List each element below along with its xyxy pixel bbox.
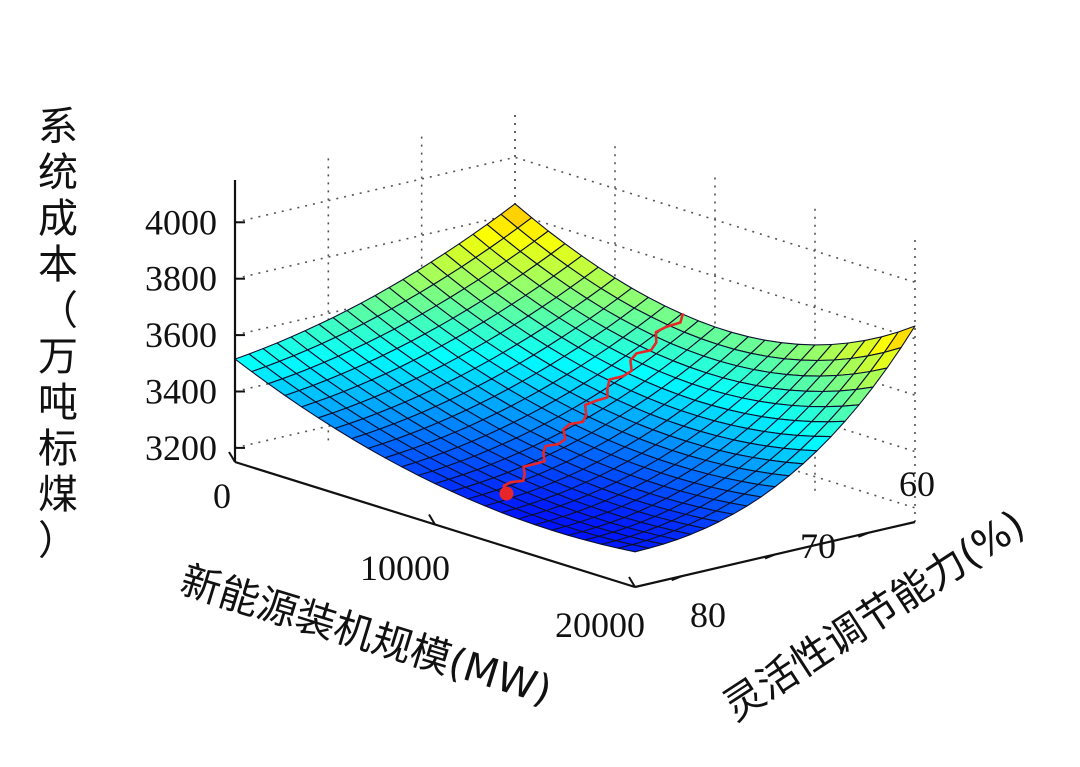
x-tick-mark (228, 451, 236, 463)
x-tick-mark (628, 576, 636, 588)
z-tick-label: 3600 (145, 315, 217, 355)
y-tick-label: 70 (800, 526, 836, 566)
x-tick-label: 10000 (360, 548, 450, 588)
y-tick-label: 60 (899, 464, 935, 504)
tick-labels: 3200 3400 3600 3800 4000 0 10000 20000 60 70 80 (145, 202, 935, 645)
z-axis-label-char: 吨 (38, 380, 78, 426)
z-axis-label-char: ） (38, 518, 78, 564)
z-axis-label-char: 煤 (38, 472, 78, 518)
z-axis-label-char: 系 (38, 104, 78, 150)
surface-cell (617, 544, 650, 553)
y-tick-mark (857, 531, 869, 538)
x-tick-label: 0 (213, 476, 231, 516)
z-axis-label-char: （ (38, 288, 78, 334)
y-tick-label: 80 (690, 595, 726, 635)
z-tick-label: 4000 (145, 202, 217, 242)
optimal-path-line (502, 312, 685, 494)
z-axis-label-char: 标 (38, 426, 78, 472)
surface-mesh (234, 203, 916, 553)
y-tick-mark (671, 575, 683, 582)
z-tick-label: 3200 (145, 428, 217, 468)
optimal-point-marker (499, 486, 514, 501)
z-axis-label-char: 万 (38, 334, 78, 380)
z-tick-label: 3400 (145, 372, 217, 412)
x-tick-label: 20000 (555, 605, 645, 645)
z-axis-label-char: 成 (38, 196, 78, 242)
y-tick-mark (764, 553, 776, 560)
z-axis-label-char: 统 (38, 150, 78, 196)
x-tick-mark (428, 513, 436, 526)
z-axis-label-char: 本 (38, 242, 78, 288)
y-axis-label: 灵活性调节能力(%) (715, 502, 1033, 731)
optimal-path (499, 312, 685, 501)
z-tick-label: 3800 (145, 259, 217, 299)
